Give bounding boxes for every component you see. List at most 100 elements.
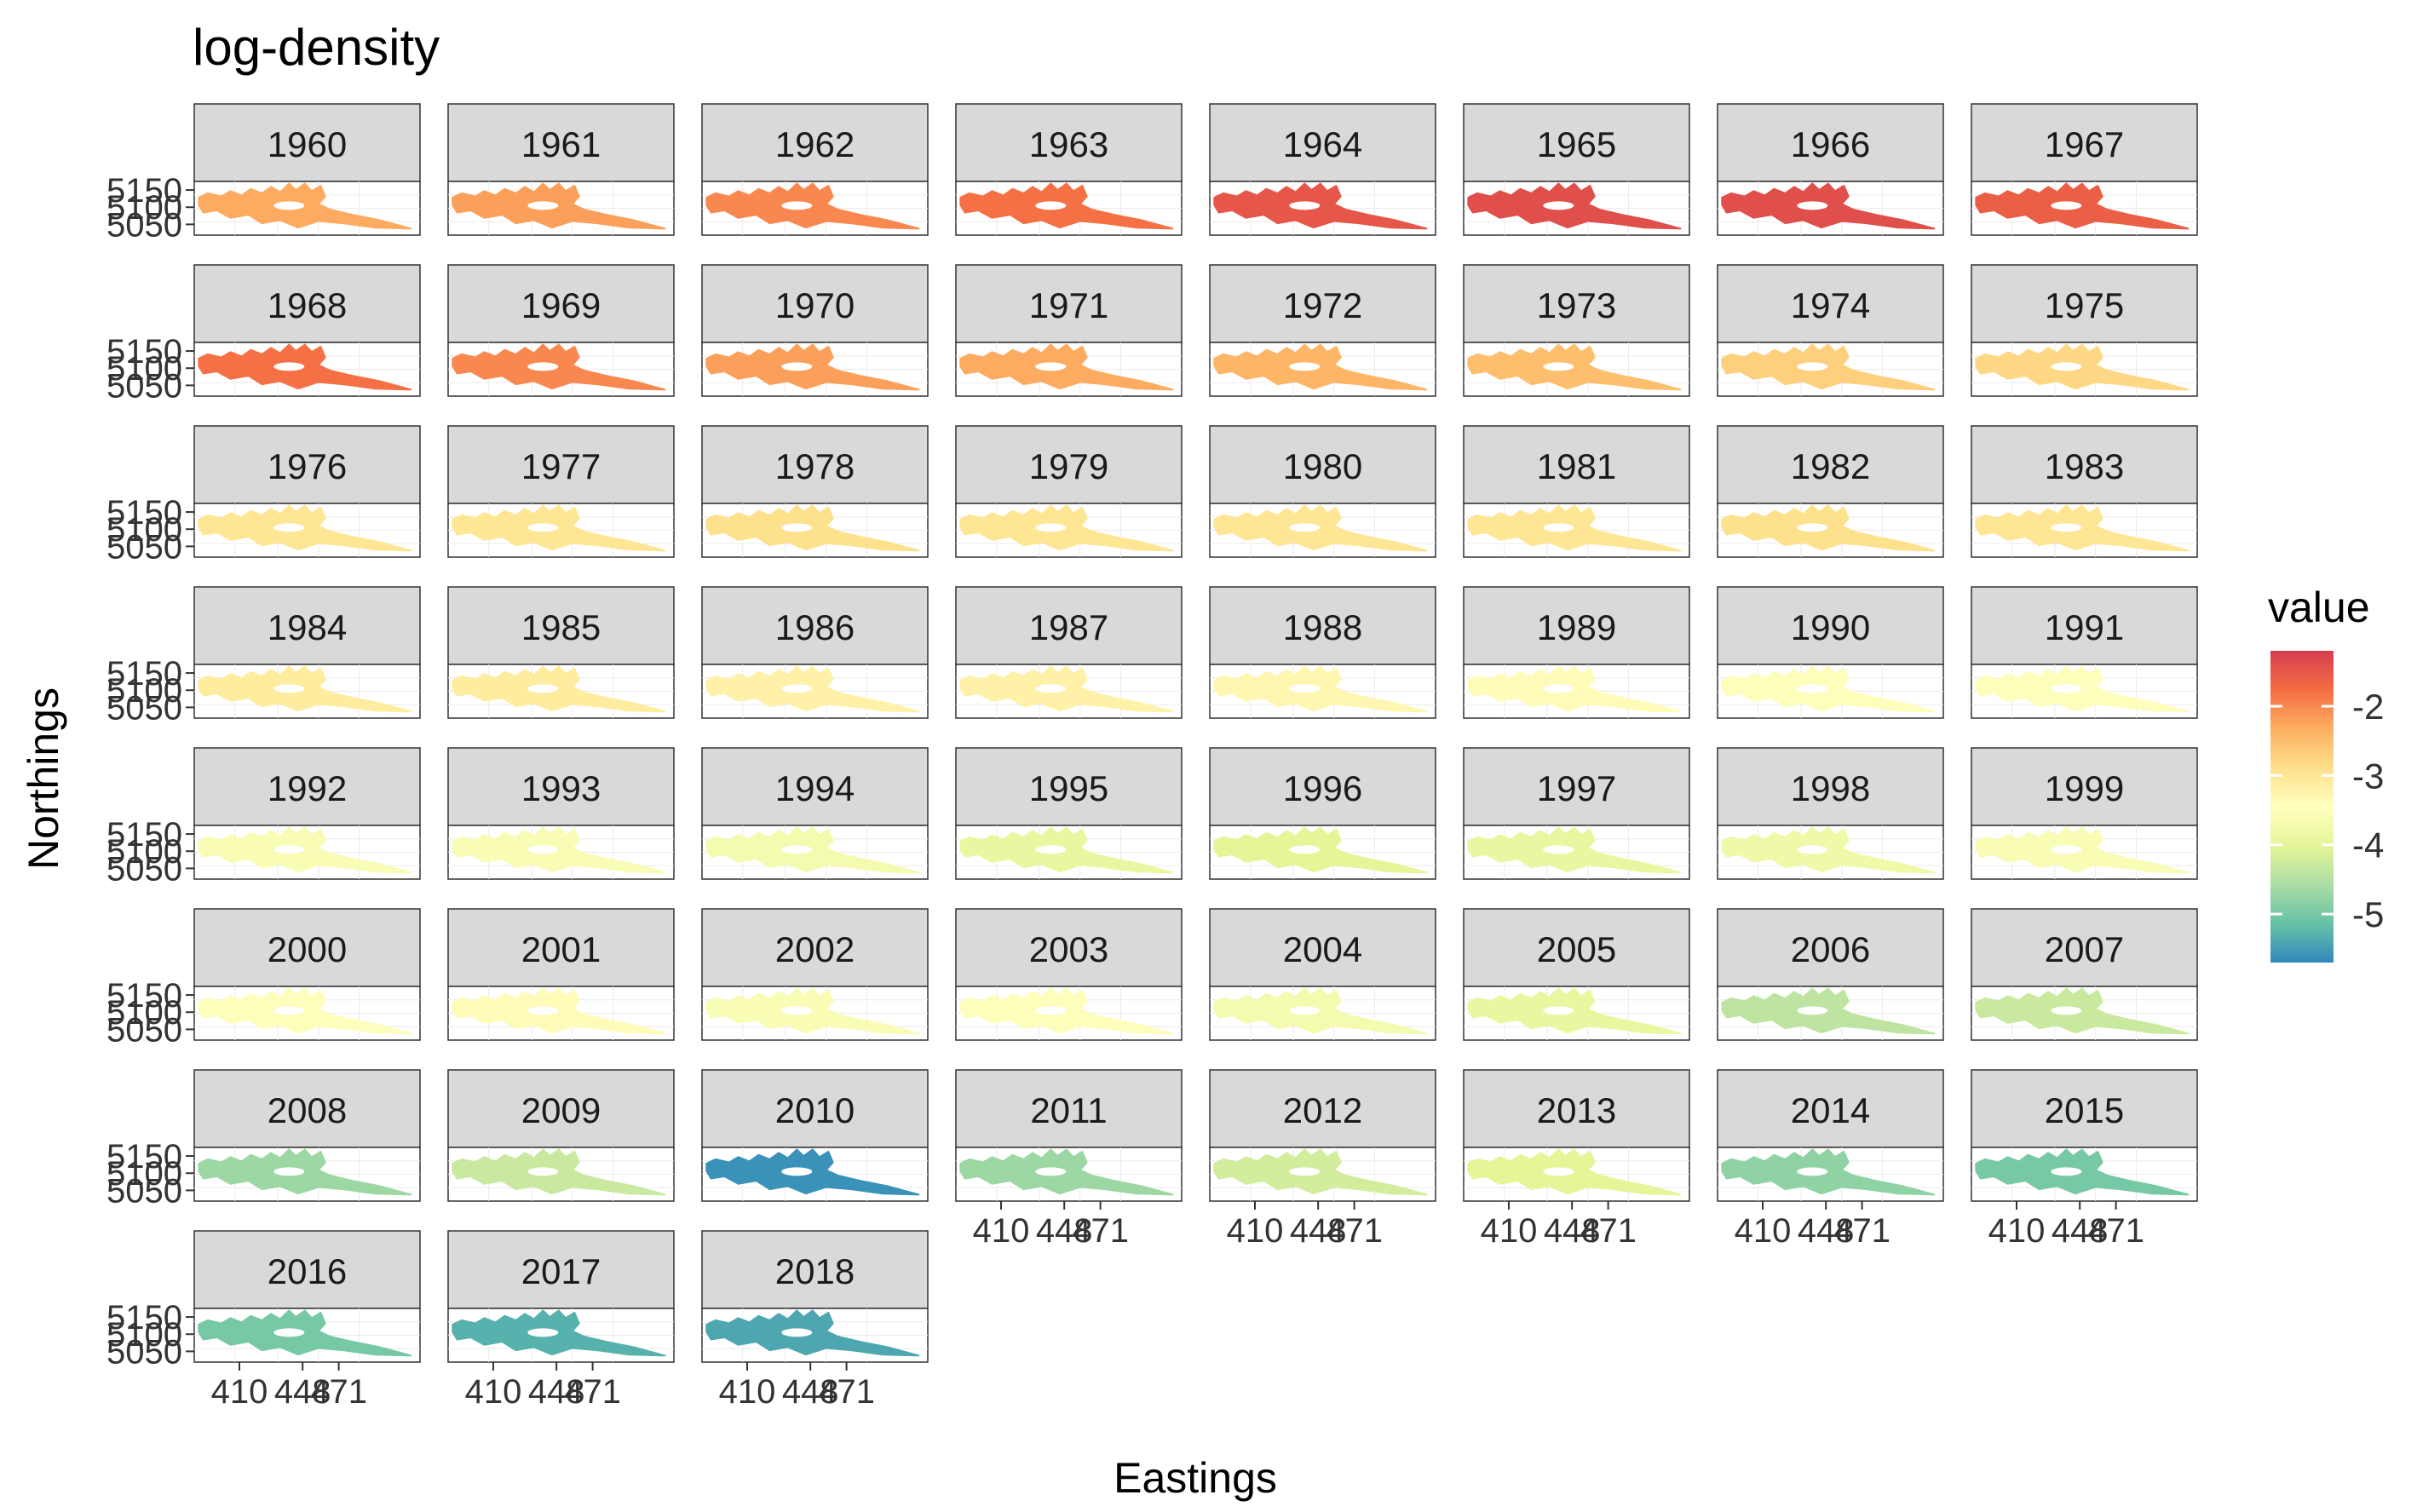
facet-year-label: 1991 (2045, 607, 2124, 647)
facet-strip (447, 264, 675, 343)
lake-hole (1035, 523, 1067, 532)
facet-year-label: 1972 (1283, 285, 1362, 325)
facet-year-label: 1994 (775, 768, 855, 808)
lake-hole (781, 523, 813, 532)
lake-hole (2051, 523, 2082, 532)
facet-year-label: 1974 (1791, 285, 1870, 325)
density-region (1721, 182, 1936, 230)
lake-hole (1289, 201, 1321, 210)
lake-hole (1543, 1167, 1574, 1176)
x-tick-label: 410 (1735, 1212, 1792, 1250)
facet-year-label: 1999 (2045, 768, 2124, 808)
facet-strip (447, 747, 675, 826)
lake-hole (1035, 1167, 1067, 1176)
facet-strip (1209, 103, 1436, 182)
facet-year-label: 1961 (521, 124, 601, 164)
lake-hole (1797, 362, 1828, 371)
y-tick-label: 5050 (106, 850, 182, 888)
facet-year-label: 2017 (521, 1251, 601, 1291)
legend-ticks: -2 -3 -4 -5 (2270, 687, 2384, 934)
facet-year-label: 1997 (1537, 768, 1616, 808)
density-region (959, 504, 1174, 552)
x-tick-label: 448 (782, 1373, 839, 1411)
facet-year-label: 1996 (1283, 768, 1362, 808)
facet-strip (1717, 264, 1944, 343)
y-tick-label: 5150 (106, 1299, 182, 1337)
facet-year-label: 1976 (268, 446, 347, 486)
facet-strip (955, 264, 1183, 343)
density-region (1975, 182, 2190, 230)
x-tick-label: 410 (1481, 1212, 1538, 1250)
facet-strip (1463, 264, 1690, 343)
facet-year-label: 1986 (775, 607, 855, 647)
lake-hole (527, 523, 559, 532)
facet-strip (193, 586, 421, 665)
facet-year-label: 1960 (268, 124, 347, 164)
facet-strip (1971, 908, 2198, 987)
x-tick-label: 471 (564, 1373, 621, 1411)
density-region (198, 343, 412, 391)
density-region (1721, 1148, 1936, 1196)
facet-year-label: 1982 (1791, 446, 1870, 486)
density-region (452, 665, 666, 713)
lake-hole (1543, 362, 1574, 371)
density-region (452, 182, 666, 230)
density-region (452, 343, 666, 391)
lake-hole (527, 201, 559, 210)
y-tick-label: 5050 (106, 1333, 182, 1371)
y-tick-label: 5050 (106, 1172, 182, 1210)
facet-strip (1209, 908, 1436, 987)
lake-hole (1289, 362, 1321, 371)
legend-tick-label: -2 (2352, 687, 2384, 727)
lake-hole (1797, 1006, 1828, 1015)
y-tick-label: 5150 (106, 333, 182, 371)
lake-hole (1035, 684, 1067, 693)
facet-year-label: 1988 (1283, 607, 1362, 647)
density-region (1721, 343, 1936, 391)
x-tick-label: 471 (818, 1373, 875, 1411)
facet-year-label: 1965 (1537, 124, 1616, 164)
density-region (1721, 504, 1936, 552)
density-region (452, 826, 666, 874)
lake-hole (2051, 845, 2082, 854)
x-tick-label: 448 (1798, 1212, 1855, 1250)
x-tick-label: 448 (1036, 1212, 1093, 1250)
density-region (1213, 987, 1428, 1035)
facet-strip (447, 103, 675, 182)
density-region (1975, 343, 2190, 391)
facet-year-label: 2008 (268, 1090, 347, 1130)
facet-year-label: 2018 (775, 1251, 855, 1291)
y-tick-label: 5150 (106, 172, 182, 210)
facet-strip (1971, 747, 2198, 826)
facet-strip (1463, 103, 1690, 182)
facet-year-label: 2001 (521, 929, 601, 969)
facet-strip (193, 747, 421, 826)
y-tick-label: 5100 (106, 1316, 182, 1354)
facet-year-label: 1966 (1791, 124, 1870, 164)
density-region (1467, 826, 1682, 874)
facet-strip (193, 103, 421, 182)
facet-strip (955, 103, 1183, 182)
x-tick-label: 448 (1290, 1212, 1347, 1250)
facet-year-label: 1984 (268, 607, 347, 647)
facet-year-label: 2002 (775, 929, 855, 969)
density-region (452, 1148, 666, 1196)
x-tick-label: 448 (2052, 1212, 2109, 1250)
facet-strip (1209, 747, 1436, 826)
lake-hole (527, 1328, 559, 1337)
lake-hole (527, 1167, 559, 1176)
x-axis-label: Eastings (1114, 1454, 1277, 1502)
facet-strip (1971, 425, 2198, 504)
facet-year-label: 2004 (1283, 929, 1362, 969)
lake-hole (1289, 523, 1321, 532)
facet-year-label: 1975 (2045, 285, 2124, 325)
legend-colorbar (2270, 651, 2334, 963)
x-tick-label: 410 (211, 1373, 268, 1411)
facet-year-label: 2009 (521, 1090, 601, 1130)
facet-year-label: 2016 (268, 1251, 347, 1291)
density-region (198, 826, 412, 874)
lake-hole (1797, 201, 1828, 210)
facet-strip (1717, 425, 1944, 504)
legend-tick-label: -3 (2352, 756, 2384, 796)
facet-year-label: 2010 (775, 1090, 855, 1130)
